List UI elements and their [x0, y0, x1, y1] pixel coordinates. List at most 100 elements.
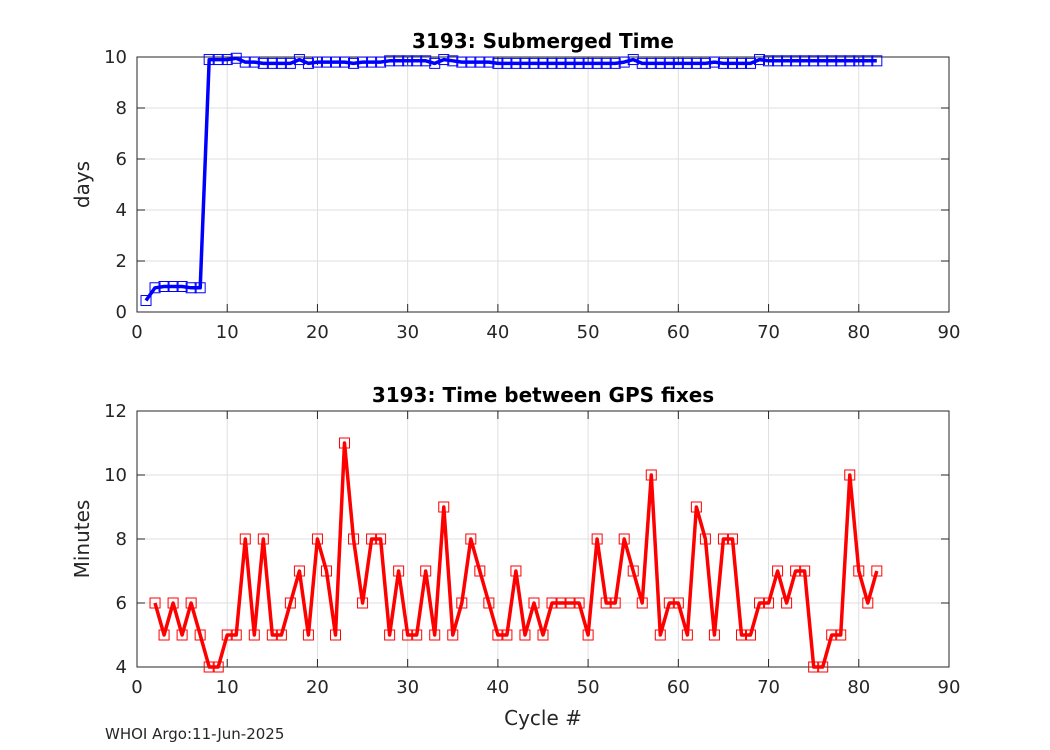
- data-point-marker: [708, 629, 720, 641]
- data-point-marker: [420, 565, 432, 577]
- data-point-marker: [492, 629, 504, 641]
- data-point-marker: [339, 437, 351, 449]
- data-point-marker: [826, 629, 838, 641]
- data-point-marker: [465, 533, 477, 545]
- x-tick-label: 40: [486, 322, 509, 343]
- data-point-marker: [474, 565, 486, 577]
- data-point-marker: [348, 533, 360, 545]
- data-point-marker: [149, 597, 161, 609]
- data-point-marker: [465, 56, 477, 68]
- submerged-time-chart: 0 10 20 30 40 50 60 70 80 90 0 2 4 6 8 10 3193: Submerge…: [70, 29, 960, 343]
- data-point-marker: [447, 55, 459, 67]
- data-point-marker: [501, 629, 513, 641]
- data-point-marker: [447, 629, 459, 641]
- x-tick-label: 60: [667, 322, 690, 343]
- data-point-marker: [311, 56, 323, 68]
- data-point-marker: [248, 629, 260, 641]
- data-point-marker: [203, 54, 215, 66]
- x-tick-label: 50: [577, 322, 600, 343]
- x-tick-label: 50: [577, 677, 600, 698]
- data-point-marker: [257, 533, 269, 545]
- y-tick-label: 4: [116, 200, 127, 221]
- data-point-marker: [636, 57, 648, 69]
- data-point-marker: [708, 56, 720, 68]
- data-point-marker: [582, 629, 594, 641]
- data-point-marker: [808, 661, 820, 673]
- data-point-marker: [402, 55, 414, 67]
- gps-fix-time-chart: 0 10 20 30 40 50 60 70 80 90 4 6 8 10 12 3193: Time bet…: [70, 383, 960, 730]
- y-tick-label: 12: [104, 401, 127, 422]
- x-tick-label: 80: [847, 677, 870, 698]
- data-point-marker: [438, 54, 450, 66]
- data-point-marker: [735, 629, 747, 641]
- data-point-marker: [275, 57, 287, 69]
- data-point-marker: [609, 57, 621, 69]
- data-point-marker: [239, 533, 251, 545]
- data-point-marker: [591, 57, 603, 69]
- x-tick-label: 90: [938, 677, 961, 698]
- data-point-marker: [717, 57, 729, 69]
- chart-title: 3193: Submerged Time: [412, 29, 674, 53]
- data-point-marker: [158, 281, 170, 292]
- data-point-marker: [681, 629, 693, 641]
- y-tick-label: 4: [116, 657, 127, 678]
- data-point-marker: [763, 597, 775, 609]
- data-point-marker: [275, 629, 287, 641]
- data-point-marker: [853, 55, 865, 67]
- data-point-marker: [627, 54, 639, 66]
- data-point-marker: [492, 57, 504, 69]
- data-point-marker: [501, 57, 513, 69]
- data-point-marker: [672, 57, 684, 69]
- y-axis-label: Minutes: [70, 500, 94, 579]
- data-point-marker: [167, 281, 179, 292]
- data-point-marker: [420, 55, 432, 67]
- data-point-marker: [645, 469, 657, 481]
- x-tick-label: 20: [306, 677, 329, 698]
- data-point-marker: [591, 533, 603, 545]
- plot-area: [137, 57, 949, 312]
- data-point-marker: [699, 57, 711, 69]
- data-point-marker: [429, 629, 441, 641]
- data-point-marker: [781, 55, 793, 67]
- data-point-marker: [835, 55, 847, 67]
- data-point-marker: [329, 629, 341, 641]
- data-point-marker: [366, 56, 378, 68]
- data-point-marker: [564, 57, 576, 69]
- data-point-marker: [438, 501, 450, 513]
- x-tick-label: 0: [131, 677, 142, 698]
- data-point-marker: [320, 565, 332, 577]
- y-tick-label: 6: [116, 593, 127, 614]
- data-point-marker: [582, 57, 594, 69]
- data-point-marker: [483, 56, 495, 68]
- data-point-marker: [510, 57, 522, 69]
- y-tick-label: 0: [116, 302, 127, 323]
- data-point-marker: [799, 565, 811, 577]
- data-point-marker: [221, 629, 233, 641]
- data-point-marker: [564, 597, 576, 609]
- data-point-marker: [826, 55, 838, 67]
- data-point-marker: [320, 56, 332, 68]
- data-point-marker: [790, 565, 802, 577]
- data-point-marker: [393, 565, 405, 577]
- data-point-marker: [357, 56, 369, 68]
- data-point-marker: [672, 597, 684, 609]
- data-point-marker: [384, 55, 396, 67]
- data-point-marker: [555, 57, 567, 69]
- data-point-marker: [248, 56, 260, 68]
- data-point-marker: [546, 57, 558, 69]
- y-tick-label: 10: [104, 47, 127, 68]
- data-point-marker: [862, 597, 874, 609]
- data-point-marker: [654, 57, 666, 69]
- data-point-marker: [600, 57, 612, 69]
- data-point-marker: [519, 629, 531, 641]
- data-point-marker: [302, 57, 314, 69]
- data-point-marker: [763, 55, 775, 67]
- data-point-marker: [519, 57, 531, 69]
- data-point-marker: [609, 597, 621, 609]
- data-point-marker: [375, 533, 387, 545]
- data-point-marker: [284, 57, 296, 69]
- data-point-marker: [185, 597, 197, 609]
- data-point-marker: [573, 597, 585, 609]
- data-point-marker: [790, 55, 802, 67]
- data-point-marker: [528, 597, 540, 609]
